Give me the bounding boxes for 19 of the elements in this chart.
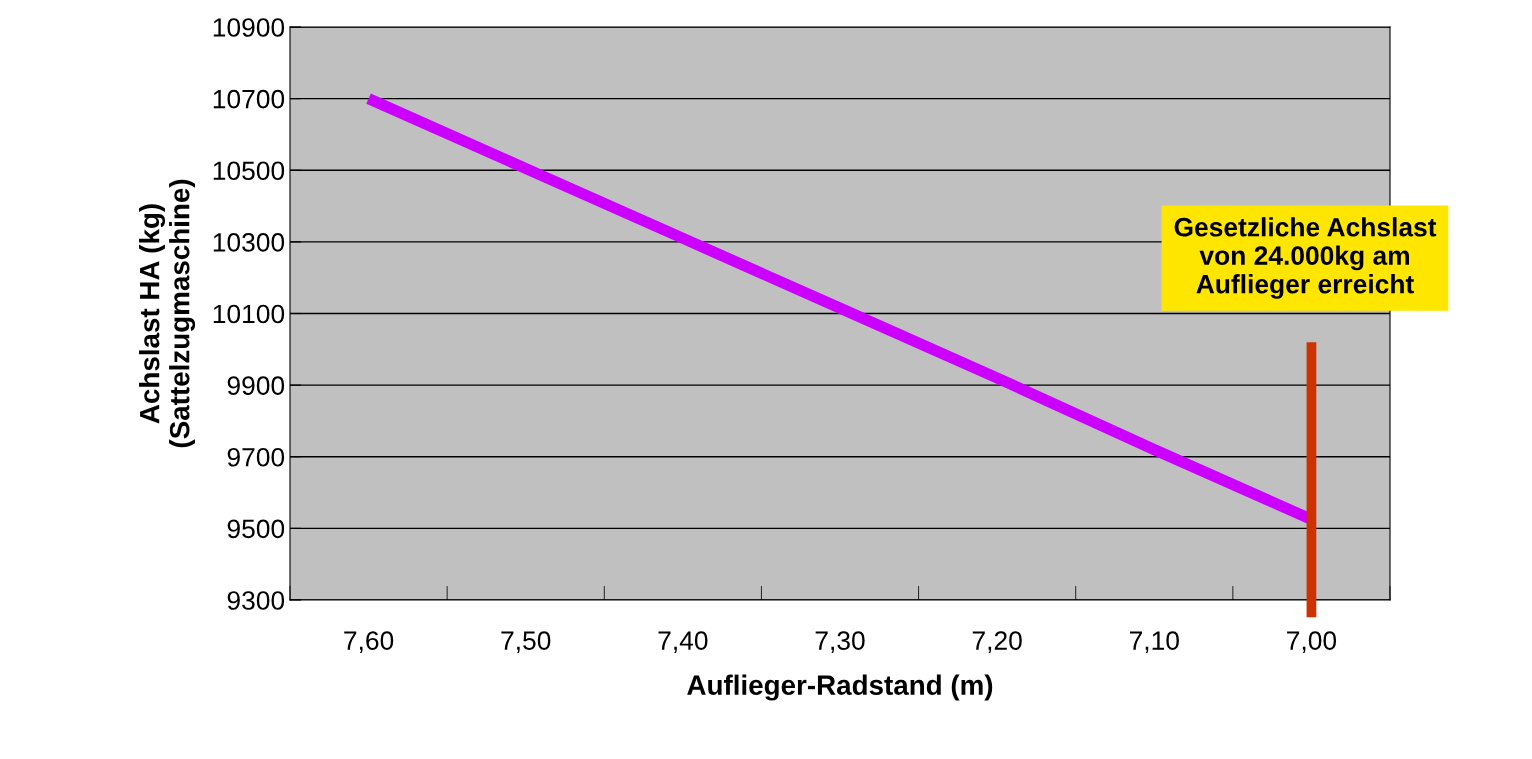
annotation: Gesetzliche Achslast von 24.000kg am Auflieger erreicht — [1174, 217, 1437, 299]
y-tick-label: 10300 — [213, 233, 285, 252]
y-tick-label: 9900 — [227, 376, 285, 395]
x-tick-label: 7,00 — [1287, 631, 1337, 654]
x-tick-label: 7,30 — [815, 631, 865, 654]
y-tick-label: 10900 — [213, 18, 285, 37]
y-tick-label: 10700 — [213, 89, 285, 109]
y-tick-label: 9300 — [227, 591, 285, 610]
y-tick-label: 9700 — [227, 447, 285, 467]
x-axis-title: Auflieger-Radstand (m) — [687, 674, 993, 701]
y-axis-title: Achslast HA (kg) (Sattelzugmaschine) — [139, 179, 196, 448]
x-tick-label: 7,10 — [1129, 631, 1179, 654]
x-tick-label: 7,40 — [658, 631, 708, 654]
y-tick-label: 9500 — [227, 519, 285, 539]
x-tick-label: 7,50 — [501, 631, 551, 654]
y-tick-label: 10500 — [213, 161, 285, 181]
x-tick-label: 7,60 — [344, 631, 394, 654]
y-tick-label: 10100 — [213, 304, 285, 324]
x-tick-label: 7,20 — [972, 631, 1022, 654]
